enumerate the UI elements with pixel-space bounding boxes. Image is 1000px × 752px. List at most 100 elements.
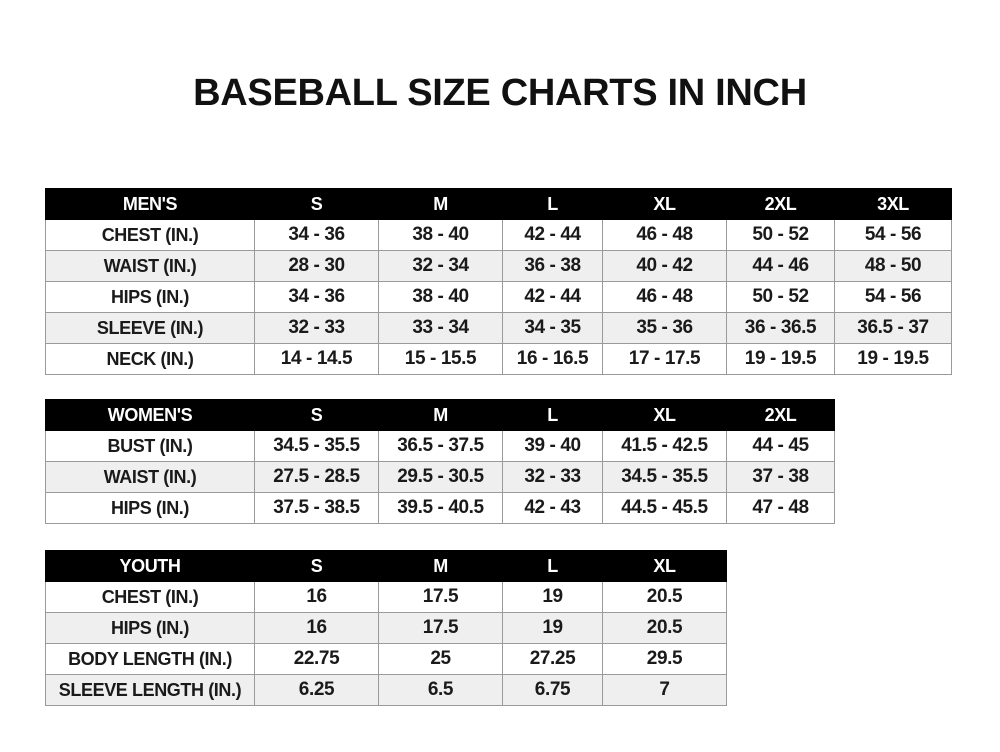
size-header: L (502, 188, 603, 220)
page-title: BASEBALL SIZE CHARTS IN INCH (193, 72, 807, 114)
size-header: L (502, 550, 603, 582)
size-value-cell: 35 - 36 (602, 312, 727, 344)
size-value-cell: 25 (378, 643, 503, 675)
table-row: NECK (IN.) 14 - 14.5 15 - 15.5 16 - 16.5 17 … (45, 343, 952, 375)
youth-size-table: YOUTH S M L XL CHEST (IN.) 16 17.5 19 20.5 HIPS (I… (45, 550, 727, 706)
size-value-cell: 44.5 - 45.5 (602, 492, 727, 524)
size-value-cell: 34.5 - 35.5 (602, 461, 727, 493)
measurement-label: HIPS (IN.) (45, 612, 255, 644)
size-header: XL (602, 188, 727, 220)
table-row: HIPS (IN.) 37.5 - 38.5 39.5 - 40.5 42 - 43 4… (45, 492, 835, 524)
size-value-cell: 46 - 48 (602, 219, 727, 251)
size-value-cell: 17.5 (378, 581, 503, 613)
measurement-label: SLEEVE LENGTH (IN.) (45, 674, 255, 706)
size-value-cell: 29.5 - 30.5 (378, 461, 503, 493)
mens-header-row: MEN'S S M L XL 2XL 3XL (45, 188, 952, 220)
table-category-header: WOMEN'S (45, 399, 255, 431)
size-header: 3XL (834, 188, 952, 220)
size-value-cell: 38 - 40 (378, 281, 503, 313)
measurement-label: HIPS (IN.) (45, 492, 255, 524)
size-value-cell: 44 - 45 (726, 430, 835, 462)
table-category-header: MEN'S (45, 188, 255, 220)
size-value-cell: 39 - 40 (502, 430, 603, 462)
size-header: L (502, 399, 603, 431)
size-value-cell: 34 - 36 (254, 281, 379, 313)
size-value-cell: 37 - 38 (726, 461, 835, 493)
size-value-cell: 27.25 (502, 643, 603, 675)
womens-header-row: WOMEN'S S M L XL 2XL (45, 399, 835, 431)
size-value-cell: 46 - 48 (602, 281, 727, 313)
size-value-cell: 50 - 52 (726, 219, 835, 251)
measurement-label: HIPS (IN.) (45, 281, 255, 313)
size-value-cell: 36.5 - 37 (834, 312, 952, 344)
size-header: S (254, 550, 379, 582)
table-row: SLEEVE LENGTH (IN.) 6.25 6.5 6.75 7 (45, 674, 727, 706)
size-value-cell: 41.5 - 42.5 (602, 430, 727, 462)
size-value-cell: 14 - 14.5 (254, 343, 379, 375)
womens-size-table: WOMEN'S S M L XL 2XL BUST (IN.) 34.5 - 35.5 36.5… (45, 399, 835, 524)
table-row: HIPS (IN.) 16 17.5 19 20.5 (45, 612, 727, 644)
size-value-cell: 34 - 36 (254, 219, 379, 251)
size-value-cell: 54 - 56 (834, 281, 952, 313)
size-value-cell: 6.25 (254, 674, 379, 706)
size-value-cell: 50 - 52 (726, 281, 835, 313)
youth-header-row: YOUTH S M L XL (45, 550, 727, 582)
table-row: BUST (IN.) 34.5 - 35.5 36.5 - 37.5 39 - 40 4… (45, 430, 835, 462)
size-value-cell: 37.5 - 38.5 (254, 492, 379, 524)
size-header: XL (602, 399, 727, 431)
measurement-label: CHEST (IN.) (45, 581, 255, 613)
measurement-label: NECK (IN.) (45, 343, 255, 375)
mens-size-table: MEN'S S M L XL 2XL 3XL CHEST (IN.) 34 - 36 38 - 4… (45, 188, 952, 375)
size-header: M (378, 550, 503, 582)
table-row: WAIST (IN.) 27.5 - 28.5 29.5 - 30.5 32 - 33… (45, 461, 835, 493)
size-value-cell: 17 - 17.5 (602, 343, 727, 375)
size-header: S (254, 188, 379, 220)
size-value-cell: 27.5 - 28.5 (254, 461, 379, 493)
size-value-cell: 34 - 35 (502, 312, 603, 344)
table-category-header: YOUTH (45, 550, 255, 582)
size-value-cell: 54 - 56 (834, 219, 952, 251)
size-value-cell: 19 - 19.5 (834, 343, 952, 375)
size-value-cell: 19 - 19.5 (726, 343, 835, 375)
size-value-cell: 36.5 - 37.5 (378, 430, 503, 462)
size-header: M (378, 399, 503, 431)
measurement-label: BODY LENGTH (IN.) (45, 643, 255, 675)
size-value-cell: 19 (502, 581, 603, 613)
size-value-cell: 34.5 - 35.5 (254, 430, 379, 462)
size-header: 2XL (726, 188, 835, 220)
table-row: BODY LENGTH (IN.) 22.75 25 27.25 29.5 (45, 643, 727, 675)
measurement-label: CHEST (IN.) (45, 219, 255, 251)
measurement-label: WAIST (IN.) (45, 461, 255, 493)
size-value-cell: 44 - 46 (726, 250, 835, 282)
size-value-cell: 15 - 15.5 (378, 343, 503, 375)
table-row: WAIST (IN.) 28 - 30 32 - 34 36 - 38 40 - 42 4… (45, 250, 952, 282)
size-value-cell: 36 - 36.5 (726, 312, 835, 344)
measurement-label: WAIST (IN.) (45, 250, 255, 282)
size-value-cell: 17.5 (378, 612, 503, 644)
size-value-cell: 33 - 34 (378, 312, 503, 344)
size-header: 2XL (726, 399, 835, 431)
size-value-cell: 20.5 (602, 581, 727, 613)
size-value-cell: 16 (254, 612, 379, 644)
size-header: XL (602, 550, 727, 582)
size-value-cell: 28 - 30 (254, 250, 379, 282)
size-value-cell: 16 - 16.5 (502, 343, 603, 375)
size-value-cell: 22.75 (254, 643, 379, 675)
size-value-cell: 42 - 44 (502, 219, 603, 251)
table-row: SLEEVE (IN.) 32 - 33 33 - 34 34 - 35 35 - 36… (45, 312, 952, 344)
size-value-cell: 48 - 50 (834, 250, 952, 282)
size-value-cell: 40 - 42 (602, 250, 727, 282)
size-value-cell: 32 - 33 (502, 461, 603, 493)
table-row: CHEST (IN.) 34 - 36 38 - 40 42 - 44 46 - 48 5… (45, 219, 952, 251)
size-value-cell: 32 - 33 (254, 312, 379, 344)
size-header: S (254, 399, 379, 431)
table-row: HIPS (IN.) 34 - 36 38 - 40 42 - 44 46 - 48 50… (45, 281, 952, 313)
size-value-cell: 47 - 48 (726, 492, 835, 524)
size-header: M (378, 188, 503, 220)
size-value-cell: 29.5 (602, 643, 727, 675)
size-value-cell: 6.5 (378, 674, 503, 706)
size-value-cell: 42 - 43 (502, 492, 603, 524)
measurement-label: BUST (IN.) (45, 430, 255, 462)
size-value-cell: 19 (502, 612, 603, 644)
size-value-cell: 32 - 34 (378, 250, 503, 282)
